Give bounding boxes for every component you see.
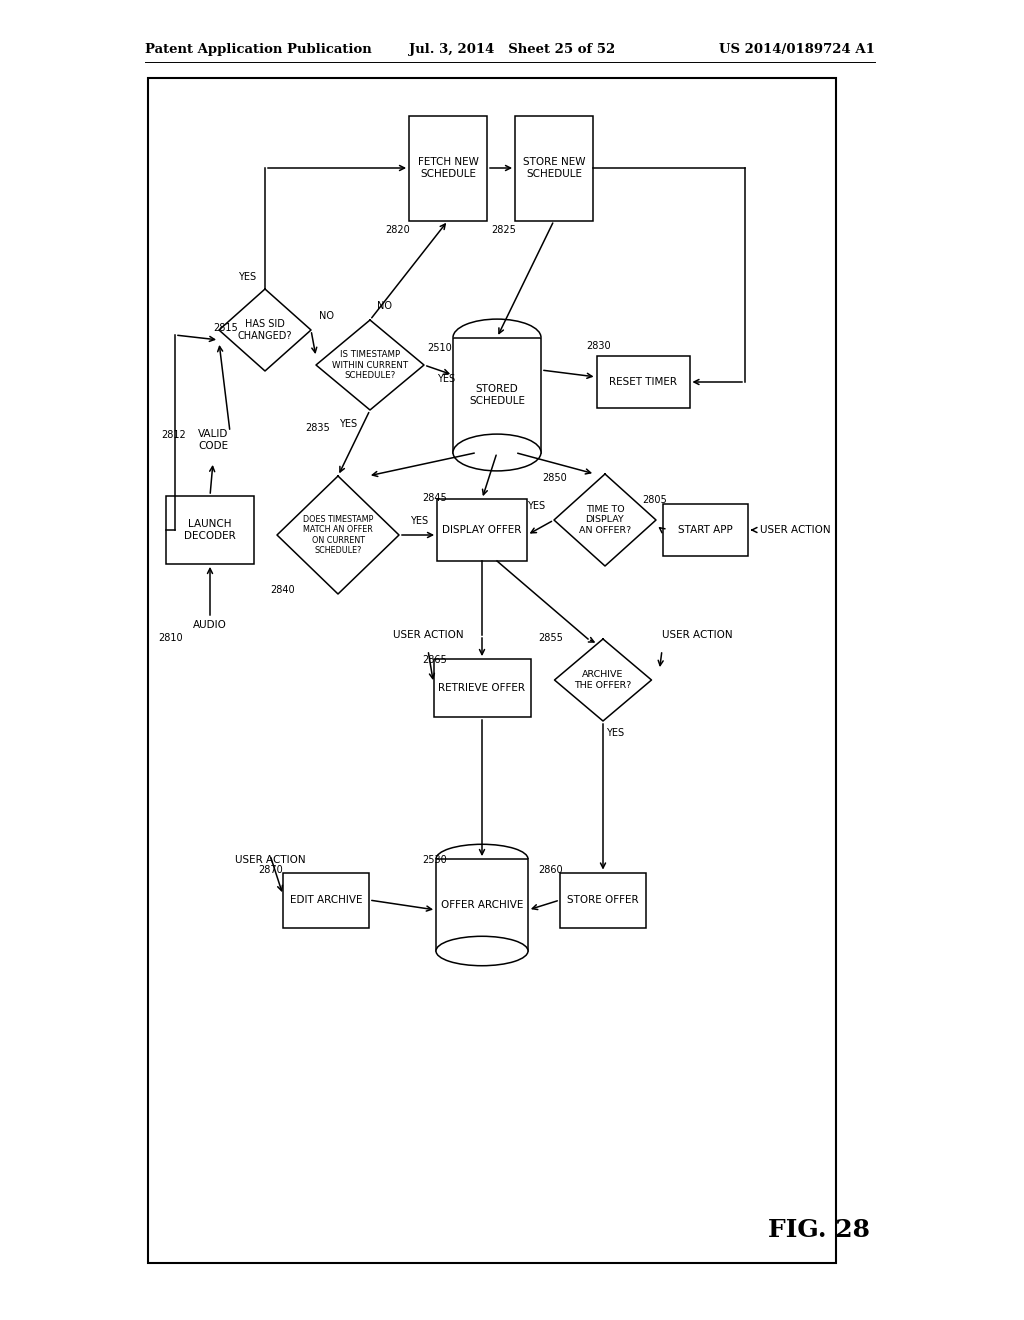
Text: US 2014/0189724 A1: US 2014/0189724 A1 (719, 44, 874, 57)
Bar (148, 78, 836, 1263)
Text: DISPLAY OFFER: DISPLAY OFFER (442, 525, 521, 535)
Text: 2865: 2865 (422, 655, 447, 665)
Text: LAUNCH
DECODER: LAUNCH DECODER (184, 519, 236, 541)
Text: YES: YES (339, 418, 357, 429)
Bar (433, 659, 530, 717)
Text: START APP: START APP (678, 525, 732, 535)
Bar (283, 873, 369, 928)
Text: 2820: 2820 (385, 224, 410, 235)
Text: STORE NEW
SCHEDULE: STORE NEW SCHEDULE (522, 157, 586, 180)
Text: 2870: 2870 (258, 865, 283, 875)
Bar (597, 356, 689, 408)
Text: 2855: 2855 (539, 634, 563, 643)
Polygon shape (554, 474, 656, 566)
Text: Jul. 3, 2014   Sheet 25 of 52: Jul. 3, 2014 Sheet 25 of 52 (409, 44, 615, 57)
Text: 2510: 2510 (427, 343, 452, 352)
Text: DOES TIMESTAMP
MATCH AN OFFER
ON CURRENT
SCHEDULE?: DOES TIMESTAMP MATCH AN OFFER ON CURRENT… (303, 515, 373, 556)
Text: 2815: 2815 (213, 323, 238, 333)
Bar (409, 116, 487, 220)
Text: EDIT ARCHIVE: EDIT ARCHIVE (290, 895, 362, 906)
Text: 2850: 2850 (543, 473, 567, 483)
Text: FETCH NEW
SCHEDULE: FETCH NEW SCHEDULE (418, 157, 478, 180)
Bar (453, 338, 541, 453)
Ellipse shape (453, 434, 541, 471)
Text: STORE OFFER: STORE OFFER (567, 895, 639, 906)
Text: YES: YES (238, 272, 256, 282)
Text: OFFER ARCHIVE: OFFER ARCHIVE (440, 900, 523, 909)
Text: 2530: 2530 (422, 855, 447, 865)
Text: 2845: 2845 (422, 492, 447, 503)
Text: USER ACTION: USER ACTION (760, 525, 830, 535)
Polygon shape (219, 289, 311, 371)
Bar (560, 873, 646, 928)
Bar (436, 859, 528, 950)
Text: 2805: 2805 (642, 495, 667, 506)
Bar (515, 116, 593, 220)
Text: STORED
SCHEDULE: STORED SCHEDULE (469, 384, 525, 407)
Text: 2840: 2840 (270, 585, 295, 595)
Text: YES: YES (527, 502, 545, 511)
Text: IS TIMESTAMP
WITHIN CURRENT
SCHEDULE?: IS TIMESTAMP WITHIN CURRENT SCHEDULE? (332, 350, 408, 380)
Text: 2810: 2810 (159, 634, 183, 643)
Text: 2860: 2860 (539, 865, 563, 875)
Text: 2835: 2835 (305, 422, 330, 433)
Text: USER ACTION: USER ACTION (662, 630, 732, 640)
Polygon shape (316, 319, 424, 411)
Polygon shape (555, 639, 651, 721)
Text: 2825: 2825 (492, 224, 516, 235)
Text: 2830: 2830 (587, 341, 611, 351)
Text: YES: YES (437, 374, 455, 384)
Text: YES: YES (410, 516, 428, 525)
Text: RETRIEVE OFFER: RETRIEVE OFFER (438, 682, 525, 693)
Bar (663, 504, 748, 556)
Text: TIME TO
DISPLAY
AN OFFER?: TIME TO DISPLAY AN OFFER? (579, 506, 631, 535)
Polygon shape (278, 477, 399, 594)
Ellipse shape (436, 936, 528, 966)
Text: USER ACTION: USER ACTION (392, 630, 463, 640)
Text: NO: NO (319, 312, 335, 321)
Text: FIG. 28: FIG. 28 (768, 1218, 870, 1242)
Text: NO: NO (377, 301, 391, 312)
Text: Patent Application Publication: Patent Application Publication (145, 44, 372, 57)
Text: VALID
CODE: VALID CODE (198, 429, 228, 451)
Bar (166, 496, 254, 564)
Bar (437, 499, 527, 561)
Text: 2812: 2812 (161, 430, 186, 440)
Text: YES: YES (606, 729, 624, 738)
Text: RESET TIMER: RESET TIMER (609, 378, 677, 387)
Text: HAS SID
CHANGED?: HAS SID CHANGED? (238, 319, 292, 341)
Text: USER ACTION: USER ACTION (234, 855, 305, 865)
Text: ARCHIVE
THE OFFER?: ARCHIVE THE OFFER? (574, 671, 632, 689)
Text: AUDIO: AUDIO (194, 620, 227, 630)
